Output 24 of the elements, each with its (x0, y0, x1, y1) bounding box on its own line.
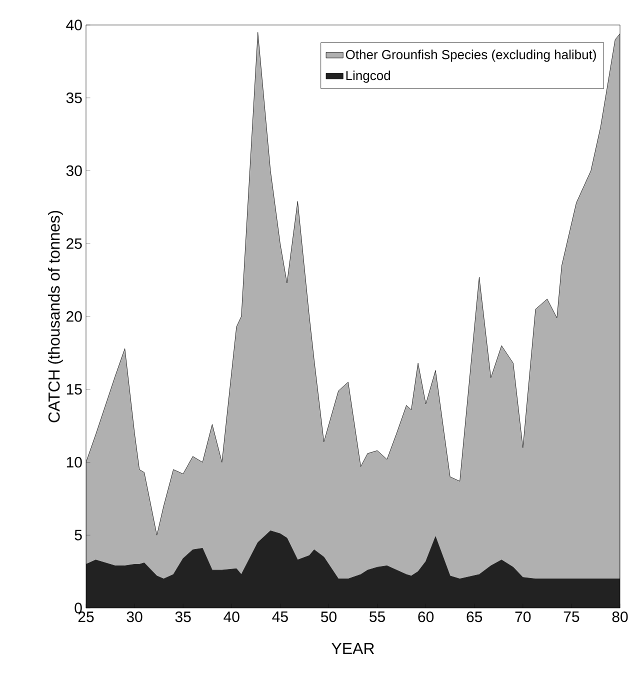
y-tick-label: 10 (67, 456, 82, 468)
x-tick-label: 65 (466, 612, 482, 622)
y-tick-label: 35 (66, 92, 82, 104)
y-tick-label: 40 (66, 20, 82, 30)
x-tick-label: 30 (126, 612, 142, 622)
legend-label: Lingcod (346, 70, 390, 83)
x-tick-label: 75 (564, 612, 580, 622)
y-tick-label: 25 (66, 238, 82, 249)
x-tick-label: 55 (370, 612, 386, 622)
x-tick-label: 40 (224, 612, 240, 622)
x-tick-label: 35 (175, 612, 191, 622)
x-tick-label: 45 (272, 612, 288, 622)
y-tick-label: 30 (66, 165, 82, 176)
x-tick-label: 70 (515, 612, 531, 622)
legend-label: Other Grounfish Species (excluding halibut) (346, 50, 596, 62)
y-axis-title: CATCH (thousands of tonnes) (48, 210, 64, 422)
x-tick-label: 50 (321, 612, 337, 622)
y-tick-label: 20 (66, 311, 82, 322)
x-tick-label: 80 (612, 612, 628, 622)
x-tick-label: 60 (418, 612, 434, 622)
y-tick-label: 5 (74, 530, 82, 540)
y-tick-label: 15 (67, 384, 82, 395)
y-tick-label: 0 (74, 602, 82, 614)
x-axis-title: YEAR (332, 643, 374, 654)
